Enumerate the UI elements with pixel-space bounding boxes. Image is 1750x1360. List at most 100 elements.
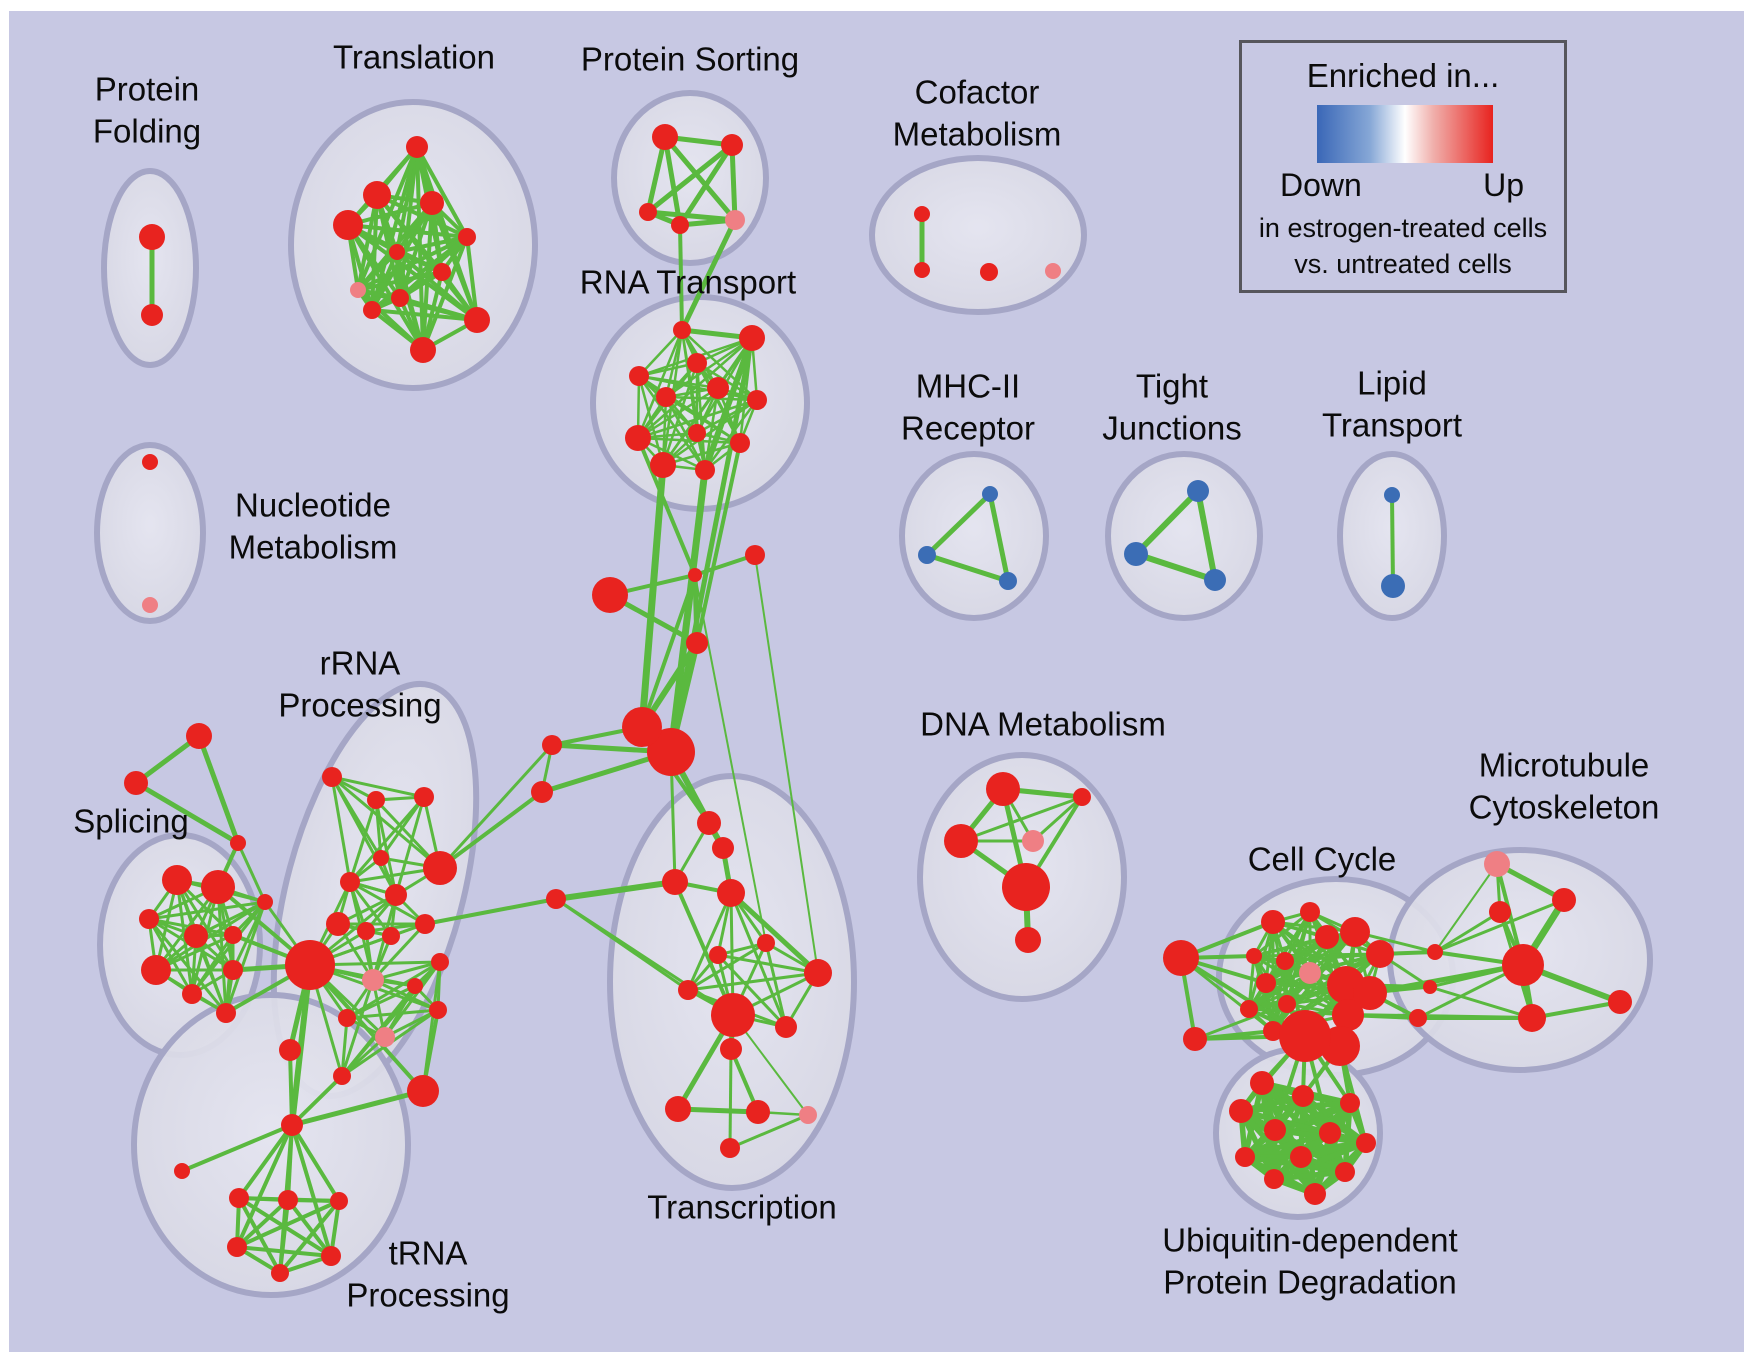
node-cc9 <box>1276 952 1294 970</box>
edge <box>764 942 788 1028</box>
edge <box>679 218 738 332</box>
edge <box>372 978 439 1012</box>
edge <box>702 336 755 472</box>
edge <box>637 375 707 471</box>
node-tr8 <box>804 959 832 987</box>
node-r6 <box>385 884 407 906</box>
node-r15 <box>279 1039 301 1061</box>
edge <box>1434 863 1498 953</box>
node-cc17 <box>1279 1010 1331 1062</box>
edge <box>291 1088 424 1128</box>
cluster-label-nucleotide-metabolism-line1: Nucleotide <box>235 487 391 524</box>
node-tr13 <box>746 1100 770 1124</box>
node-t11 <box>410 337 436 363</box>
node-mt6 <box>1608 990 1632 1014</box>
edge <box>430 202 479 321</box>
node-tr4 <box>717 879 745 907</box>
node-rt4 <box>629 366 649 386</box>
node-h9 <box>546 889 566 909</box>
node-ub2 <box>1292 1085 1314 1107</box>
node-r20 <box>407 978 423 994</box>
node-tj1 <box>1187 480 1209 502</box>
node-rt5 <box>656 387 676 407</box>
node-j1 <box>1427 944 1443 960</box>
node-cc11 <box>1256 973 1276 993</box>
node-ub6 <box>1319 1122 1341 1144</box>
node-d3 <box>944 824 978 858</box>
node-sp9 <box>257 894 273 910</box>
node-w2 <box>278 1190 298 1210</box>
node-tr14 <box>799 1106 817 1124</box>
node-m1 <box>982 486 998 502</box>
edge <box>346 1008 439 1020</box>
edge <box>555 897 734 1017</box>
node-sp7 <box>182 984 202 1004</box>
node-r10 <box>382 927 400 945</box>
legend-up-label: Up <box>1483 167 1524 203</box>
cluster-label-rrna-processing-line1: rRNA <box>320 645 401 682</box>
node-r8 <box>326 912 350 936</box>
node-mt5 <box>1518 1004 1546 1032</box>
node-r16 <box>333 1067 351 1085</box>
legend-gradient-bar <box>1317 105 1493 163</box>
node-rt6 <box>707 377 729 399</box>
node-sp2 <box>201 870 235 904</box>
edge <box>236 1199 340 1249</box>
node-sp6 <box>141 955 171 985</box>
node-r2 <box>367 791 385 809</box>
node-ub9 <box>1290 1146 1312 1168</box>
node-ub3 <box>1340 1093 1360 1113</box>
node-s5 <box>725 210 745 230</box>
edge <box>677 143 735 227</box>
edge <box>374 799 398 896</box>
node-rt1 <box>673 321 691 339</box>
node-rt12 <box>695 460 715 480</box>
edge <box>181 1123 293 1173</box>
node-w4 <box>227 1237 247 1257</box>
edge <box>340 979 375 1077</box>
node-sp4 <box>184 924 208 948</box>
cluster-label-mhc-ii-receptor-line2: Receptor <box>901 410 1035 447</box>
node-ub1 <box>1250 1071 1274 1095</box>
edge <box>729 891 820 975</box>
edge <box>926 552 1009 584</box>
edge <box>1531 1000 1621 1020</box>
edge <box>331 775 441 870</box>
edge <box>638 374 758 402</box>
edge <box>237 1123 294 1200</box>
cluster-label-ubiquitin-degradation-line2: Protein Degradation <box>1163 1264 1457 1301</box>
legend-down-label: Down <box>1280 167 1362 203</box>
edge <box>1434 898 1565 954</box>
node-t4 <box>333 210 363 240</box>
edge <box>396 235 468 254</box>
cluster-label-lipid-transport-line2: Transport <box>1322 407 1462 444</box>
node-r4 <box>373 850 389 866</box>
node-h7 <box>542 735 562 755</box>
cluster-label-trna-processing-line1: tRNA <box>389 1235 468 1272</box>
node-h1 <box>592 577 628 613</box>
edge <box>370 251 399 311</box>
edge <box>399 296 478 322</box>
cluster-label-microtubule-cytoskeleton-line1: Microtubule <box>1479 747 1650 784</box>
edge <box>421 271 444 351</box>
edge <box>290 1124 333 1257</box>
cluster-label-rna-transport: RNA Transport <box>580 264 796 301</box>
node-ti <box>174 1163 190 1179</box>
edge <box>960 795 1083 843</box>
node-th <box>281 1114 303 1136</box>
edge <box>636 329 684 439</box>
node-r18 <box>375 1027 395 1047</box>
node-cc4 <box>1300 902 1320 922</box>
edge <box>290 1123 341 1203</box>
node-n2 <box>142 597 158 613</box>
node-s2 <box>721 134 743 156</box>
node-r17 <box>407 1075 439 1107</box>
node-sp8 <box>223 960 243 980</box>
node-cc5 <box>1315 925 1339 949</box>
legend-subtitle-line2: vs. untreated cells <box>1294 249 1512 279</box>
node-ub8 <box>1235 1147 1255 1167</box>
node-mt3 <box>1489 901 1511 923</box>
node-ub11 <box>1264 1169 1284 1189</box>
node-r5 <box>340 872 360 892</box>
